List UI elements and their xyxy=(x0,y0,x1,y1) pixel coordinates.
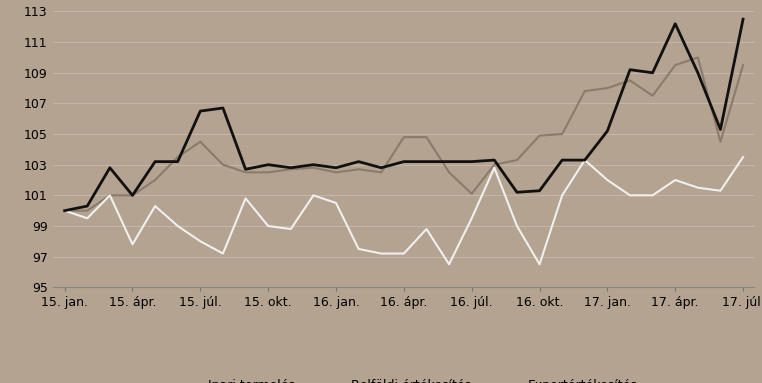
Belföldi értékesítés xyxy=(128,242,137,247)
Exportértékesítés xyxy=(467,159,476,164)
Ipari termelés xyxy=(738,63,748,67)
Exportértékesítés xyxy=(173,159,182,164)
Ipari termelés xyxy=(309,165,318,170)
Exportértékesítés xyxy=(512,190,521,195)
Belföldi értékesítés xyxy=(105,193,114,198)
Ipari termelés xyxy=(60,208,69,213)
Ipari termelés xyxy=(354,167,363,172)
Legend: Ipari termelés, Belföldi értékesítés, Exportértékesítés: Ipari termelés, Belföldi értékesítés, Ex… xyxy=(165,374,642,383)
Ipari termelés xyxy=(490,162,499,167)
Ipari termelés xyxy=(648,93,657,98)
Belföldi értékesítés xyxy=(151,204,160,208)
Belföldi értékesítés xyxy=(603,178,612,182)
Ipari termelés xyxy=(287,167,296,172)
Belföldi értékesítés xyxy=(490,165,499,170)
Exportértékesítés xyxy=(738,17,748,21)
Ipari termelés xyxy=(603,86,612,90)
Exportértékesítés xyxy=(60,208,69,213)
Belföldi értékesítés xyxy=(648,193,657,198)
Belföldi értékesítés xyxy=(671,178,680,182)
Exportértékesítés xyxy=(603,129,612,133)
Ipari termelés xyxy=(264,170,273,175)
Exportértékesítés xyxy=(693,70,703,75)
Line: Belföldi értékesítés: Belföldi értékesítés xyxy=(65,157,743,264)
Ipari termelés xyxy=(535,133,544,138)
Belföldi értékesítés xyxy=(264,224,273,228)
Belföldi értékesítés xyxy=(60,208,69,213)
Exportértékesítés xyxy=(376,165,386,170)
Exportértékesítés xyxy=(558,158,567,162)
Belföldi értékesítés xyxy=(626,193,635,198)
Belföldi értékesítés xyxy=(219,251,228,256)
Exportértékesítés xyxy=(151,159,160,164)
Exportértékesítés xyxy=(309,162,318,167)
Belföldi értékesítés xyxy=(399,251,408,256)
Ipari termelés xyxy=(219,162,228,167)
Ipari termelés xyxy=(376,170,386,175)
Belföldi értékesítés xyxy=(241,196,250,201)
Belföldi értékesítés xyxy=(693,185,703,190)
Ipari termelés xyxy=(512,158,521,162)
Belföldi értékesítés xyxy=(738,155,748,159)
Belföldi értékesítés xyxy=(512,224,521,228)
Ipari termelés xyxy=(444,170,453,175)
Exportértékesítés xyxy=(354,159,363,164)
Ipari termelés xyxy=(580,89,589,93)
Line: Ipari termelés: Ipari termelés xyxy=(65,57,743,211)
Belföldi értékesítés xyxy=(376,251,386,256)
Ipari termelés xyxy=(83,208,92,213)
Ipari termelés xyxy=(558,132,567,136)
Belföldi értékesítés xyxy=(422,227,431,231)
Exportértékesítés xyxy=(580,158,589,162)
Belföldi értékesítés xyxy=(83,216,92,221)
Ipari termelés xyxy=(105,193,114,198)
Belföldi értékesítés xyxy=(173,224,182,228)
Belföldi értékesítés xyxy=(580,158,589,162)
Exportértékesítés xyxy=(287,165,296,170)
Exportértékesítés xyxy=(83,204,92,208)
Ipari termelés xyxy=(626,78,635,83)
Ipari termelés xyxy=(716,139,725,144)
Exportértékesítés xyxy=(331,165,341,170)
Exportértékesítés xyxy=(219,106,228,110)
Ipari termelés xyxy=(671,63,680,67)
Exportértékesítés xyxy=(422,159,431,164)
Exportértékesítés xyxy=(105,165,114,170)
Exportértékesítés xyxy=(444,159,453,164)
Ipari termelés xyxy=(128,193,137,198)
Belföldi értékesítés xyxy=(535,262,544,267)
Ipari termelés xyxy=(693,55,703,60)
Exportértékesítés xyxy=(264,162,273,167)
Belföldi értékesítés xyxy=(196,239,205,244)
Exportértékesítés xyxy=(241,167,250,172)
Exportértékesítés xyxy=(535,188,544,193)
Belföldi értékesítés xyxy=(331,201,341,205)
Exportértékesítés xyxy=(648,70,657,75)
Ipari termelés xyxy=(467,192,476,196)
Ipari termelés xyxy=(331,170,341,175)
Exportértékesítés xyxy=(399,159,408,164)
Belföldi értékesítés xyxy=(309,193,318,198)
Line: Exportértékesítés: Exportértékesítés xyxy=(65,19,743,211)
Belföldi értékesítés xyxy=(558,193,567,198)
Belföldi értékesítés xyxy=(467,216,476,221)
Belföldi értékesítés xyxy=(444,262,453,267)
Ipari termelés xyxy=(422,135,431,139)
Belföldi értékesítés xyxy=(354,247,363,251)
Exportértékesítés xyxy=(626,67,635,72)
Ipari termelés xyxy=(173,155,182,159)
Exportértékesítés xyxy=(490,158,499,162)
Ipari termelés xyxy=(399,135,408,139)
Exportértékesítés xyxy=(128,193,137,198)
Exportértékesítés xyxy=(671,21,680,26)
Exportértékesítés xyxy=(196,109,205,113)
Ipari termelés xyxy=(196,139,205,144)
Belföldi értékesítés xyxy=(287,227,296,231)
Belföldi értékesítés xyxy=(716,188,725,193)
Ipari termelés xyxy=(151,178,160,182)
Ipari termelés xyxy=(241,170,250,175)
Exportértékesítés xyxy=(716,127,725,132)
